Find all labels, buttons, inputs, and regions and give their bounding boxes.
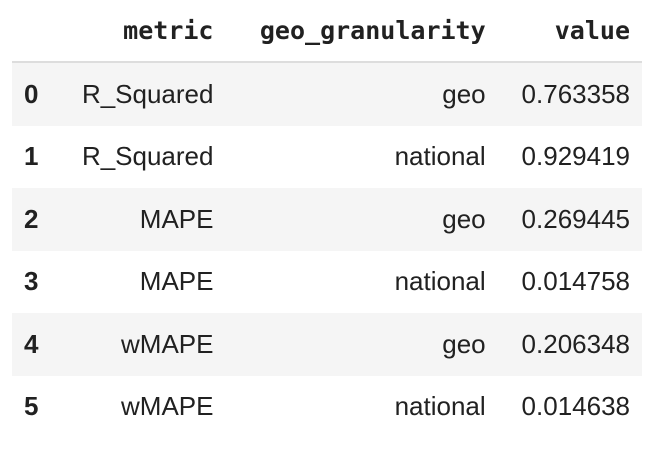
table-row: 2 MAPE geo 0.269445: [12, 188, 642, 251]
cell-value: 0.014638: [521, 391, 630, 422]
cell-metric: wMAPE: [121, 391, 214, 422]
row-index: 2: [12, 188, 56, 251]
row-index: 0: [12, 62, 56, 126]
header-row: metric geo_granularity value: [12, 0, 642, 63]
cell-value: 0.014758: [521, 266, 630, 297]
cell-metric: MAPE: [139, 266, 214, 297]
cell-value: 0.929419: [521, 141, 630, 172]
dataframe-table: metric geo_granularity value 0 R_Squared g…: [12, 0, 642, 438]
cell-metric: R_Squared: [81, 141, 214, 172]
cell-geo-granularity: geo: [225, 313, 498, 376]
cell-geo-granularity: national: [394, 391, 486, 422]
cell-metric: MAPE: [56, 188, 226, 251]
table-row: 1 R_Squared national 0.929419: [12, 126, 642, 189]
cell-geo-granularity: geo: [225, 62, 498, 126]
row-index: 1: [24, 141, 39, 172]
cell-geo-granularity: national: [394, 141, 486, 172]
cell-metric: R_Squared: [56, 62, 226, 126]
cell-value: 0.206348: [497, 313, 642, 376]
header-value: value: [497, 0, 642, 63]
header-geo-granularity: geo_granularity: [225, 0, 498, 63]
cell-metric: wMAPE: [56, 313, 226, 376]
header-index: [12, 0, 56, 63]
cell-value: 0.269445: [497, 188, 642, 251]
cell-value: 0.763358: [497, 62, 642, 126]
header-metric: metric: [56, 0, 226, 63]
table-row: 0 R_Squared geo 0.763358: [12, 62, 642, 126]
cell-geo-granularity: national: [394, 266, 486, 297]
row-index: 5: [24, 391, 39, 422]
cell-geo-granularity: geo: [225, 188, 498, 251]
row-index: 4: [12, 313, 56, 376]
row-index: 3: [24, 266, 39, 297]
table-row: 4 wMAPE geo 0.206348: [12, 313, 642, 376]
table-row: 3 MAPE national 0.014758: [12, 251, 642, 314]
table-row: 5 wMAPE national 0.014638: [12, 376, 642, 439]
